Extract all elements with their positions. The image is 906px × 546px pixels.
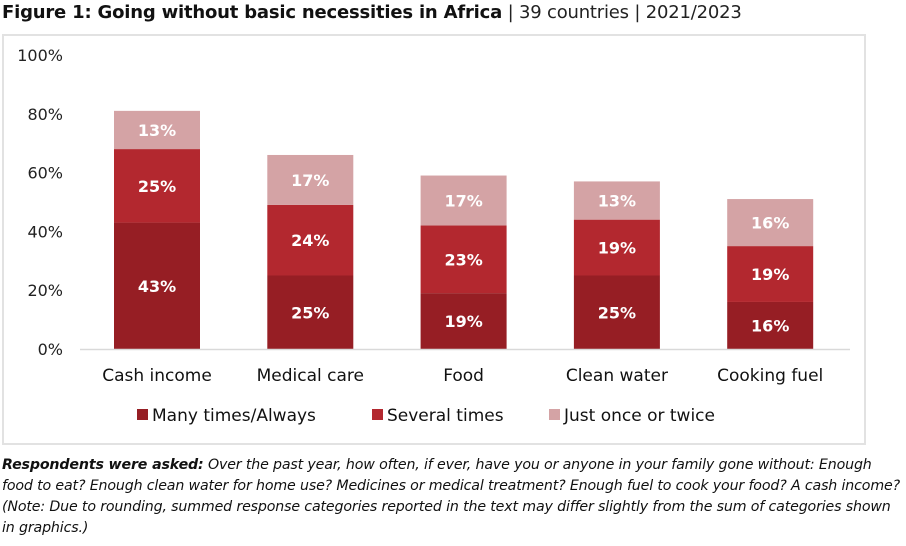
- legend: Many times/Always Several times Just once …: [137, 406, 715, 426]
- note-text: Over the past year, how often, if ever, …: [2, 457, 900, 536]
- data-label: 16%: [751, 316, 789, 335]
- x-tick-label: Cash income: [102, 366, 212, 386]
- data-label: 25%: [138, 177, 176, 196]
- data-label: 17%: [444, 192, 482, 211]
- legend-label: Many times/Always: [152, 406, 316, 426]
- survey-note: Respondents were asked: Over the past ye…: [2, 455, 902, 539]
- data-label: 25%: [598, 303, 636, 322]
- data-label: 13%: [598, 192, 636, 211]
- bar-segment: [267, 154, 354, 205]
- legend-label: Just once or twice: [563, 406, 715, 426]
- bar-segment: [727, 246, 814, 302]
- stacked-bar-chart: 0%20%40%60%80%100% 43%25%13%25%24%17%19%…: [17, 46, 850, 426]
- legend-swatch: [372, 409, 383, 420]
- data-label: 17%: [291, 171, 329, 190]
- bar-segment: [573, 181, 660, 220]
- bars: 43%25%13%25%24%17%19%23%17%25%19%13%16%1…: [114, 110, 814, 349]
- x-axis: Cash income Medical care Food Clean water Co…: [102, 366, 823, 386]
- legend-item: Several times: [372, 406, 504, 426]
- data-label: 25%: [291, 303, 329, 322]
- note-label: Respondents were asked:: [2, 457, 204, 473]
- y-tick-label: 0%: [38, 340, 63, 359]
- bar-segment: [114, 222, 200, 349]
- y-tick-label: 100%: [17, 46, 63, 65]
- y-tick-label: 20%: [27, 281, 63, 300]
- x-tick-label: Cooking fuel: [717, 366, 823, 386]
- bar-stack: 25% 24% 17%: [267, 154, 354, 349]
- title-main: Figure 1: Going without basic necessitie…: [2, 2, 503, 23]
- y-axis: 0% 20% 40% 60% 80% 100%: [17, 46, 63, 359]
- data-label: 19%: [751, 265, 789, 284]
- data-label: 13%: [138, 121, 176, 140]
- x-tick-label: Medical care: [257, 366, 364, 386]
- bar-segment: [420, 225, 507, 294]
- legend-label: Several times: [387, 406, 504, 426]
- data-label: 19%: [444, 312, 482, 331]
- legend-swatch: [549, 409, 560, 420]
- bar-segment: [573, 275, 660, 349]
- data-label: 24%: [291, 231, 329, 250]
- bar-segment: [267, 204, 354, 276]
- bar-stack: 16% 19% 16%: [727, 199, 814, 349]
- title-years: 2021/2023: [645, 2, 742, 23]
- legend-item: Just once or twice: [549, 406, 715, 426]
- title-countries: 39 countries: [518, 2, 629, 23]
- bar-segment: [267, 275, 354, 349]
- x-tick-label: Food: [443, 366, 484, 386]
- bar-segment: [114, 110, 200, 150]
- figure-title: Figure 1: Going without basic necessitie…: [2, 2, 742, 23]
- data-label: 19%: [598, 239, 636, 258]
- x-tick-label: Clean water: [566, 366, 668, 386]
- chart-frame: [2, 34, 866, 445]
- bar-stack: 25% 19% 13%: [573, 181, 660, 349]
- bar-segment: [727, 301, 814, 349]
- bar-stack: 19% 23% 17%: [420, 175, 507, 349]
- y-tick-label: 40%: [27, 222, 63, 241]
- bar-segment: [727, 199, 814, 247]
- bar-segment: [114, 149, 200, 223]
- data-label: 16%: [751, 214, 789, 233]
- bar-stack: 43% 25% 13%: [114, 110, 200, 349]
- legend-item: Many times/Always: [137, 406, 316, 426]
- title-separator: |: [628, 2, 646, 23]
- data-label: 23%: [444, 250, 482, 269]
- bar-segment: [573, 219, 660, 276]
- y-tick-label: 60%: [27, 164, 63, 183]
- bar-segment: [420, 293, 507, 349]
- bar-segment: [420, 175, 507, 226]
- legend-swatch: [137, 409, 148, 420]
- data-label: 43%: [138, 277, 176, 296]
- title-separator: |: [502, 2, 519, 23]
- y-tick-label: 80%: [27, 105, 63, 124]
